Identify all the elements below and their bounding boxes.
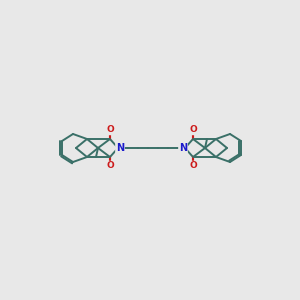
Text: N: N [116,143,124,153]
Text: N: N [179,143,187,153]
Text: O: O [106,125,114,134]
Text: O: O [189,125,197,134]
Text: O: O [189,161,197,170]
Text: O: O [106,161,114,170]
